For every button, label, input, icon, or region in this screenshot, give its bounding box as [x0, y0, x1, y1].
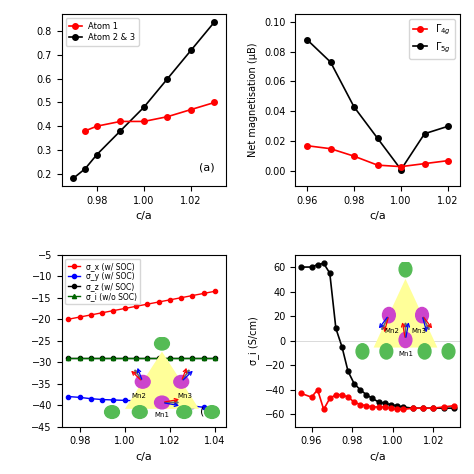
Legend: $\Gamma_{4g}$, $\Gamma_{5g}$: $\Gamma_{4g}$, $\Gamma_{5g}$: [409, 19, 455, 59]
X-axis label: c/a: c/a: [136, 452, 152, 462]
Legend: Atom 1, Atom 2 & 3: Atom 1, Atom 2 & 3: [66, 18, 139, 46]
Y-axis label: σ_i (S/cm): σ_i (S/cm): [248, 316, 259, 365]
Text: (a): (a): [199, 162, 215, 173]
Y-axis label: Net magnetisation (μB): Net magnetisation (μB): [248, 43, 258, 157]
X-axis label: c/a: c/a: [369, 211, 386, 221]
Text: (c): (c): [200, 406, 215, 416]
X-axis label: c/a: c/a: [369, 452, 386, 462]
X-axis label: c/a: c/a: [136, 211, 152, 221]
Legend: σ_x (w/ SOC), σ_y (w/ SOC), σ_z (w/ SOC), σ_i (w/o SOC): σ_x (w/ SOC), σ_y (w/ SOC), σ_z (w/ SOC)…: [65, 259, 140, 304]
